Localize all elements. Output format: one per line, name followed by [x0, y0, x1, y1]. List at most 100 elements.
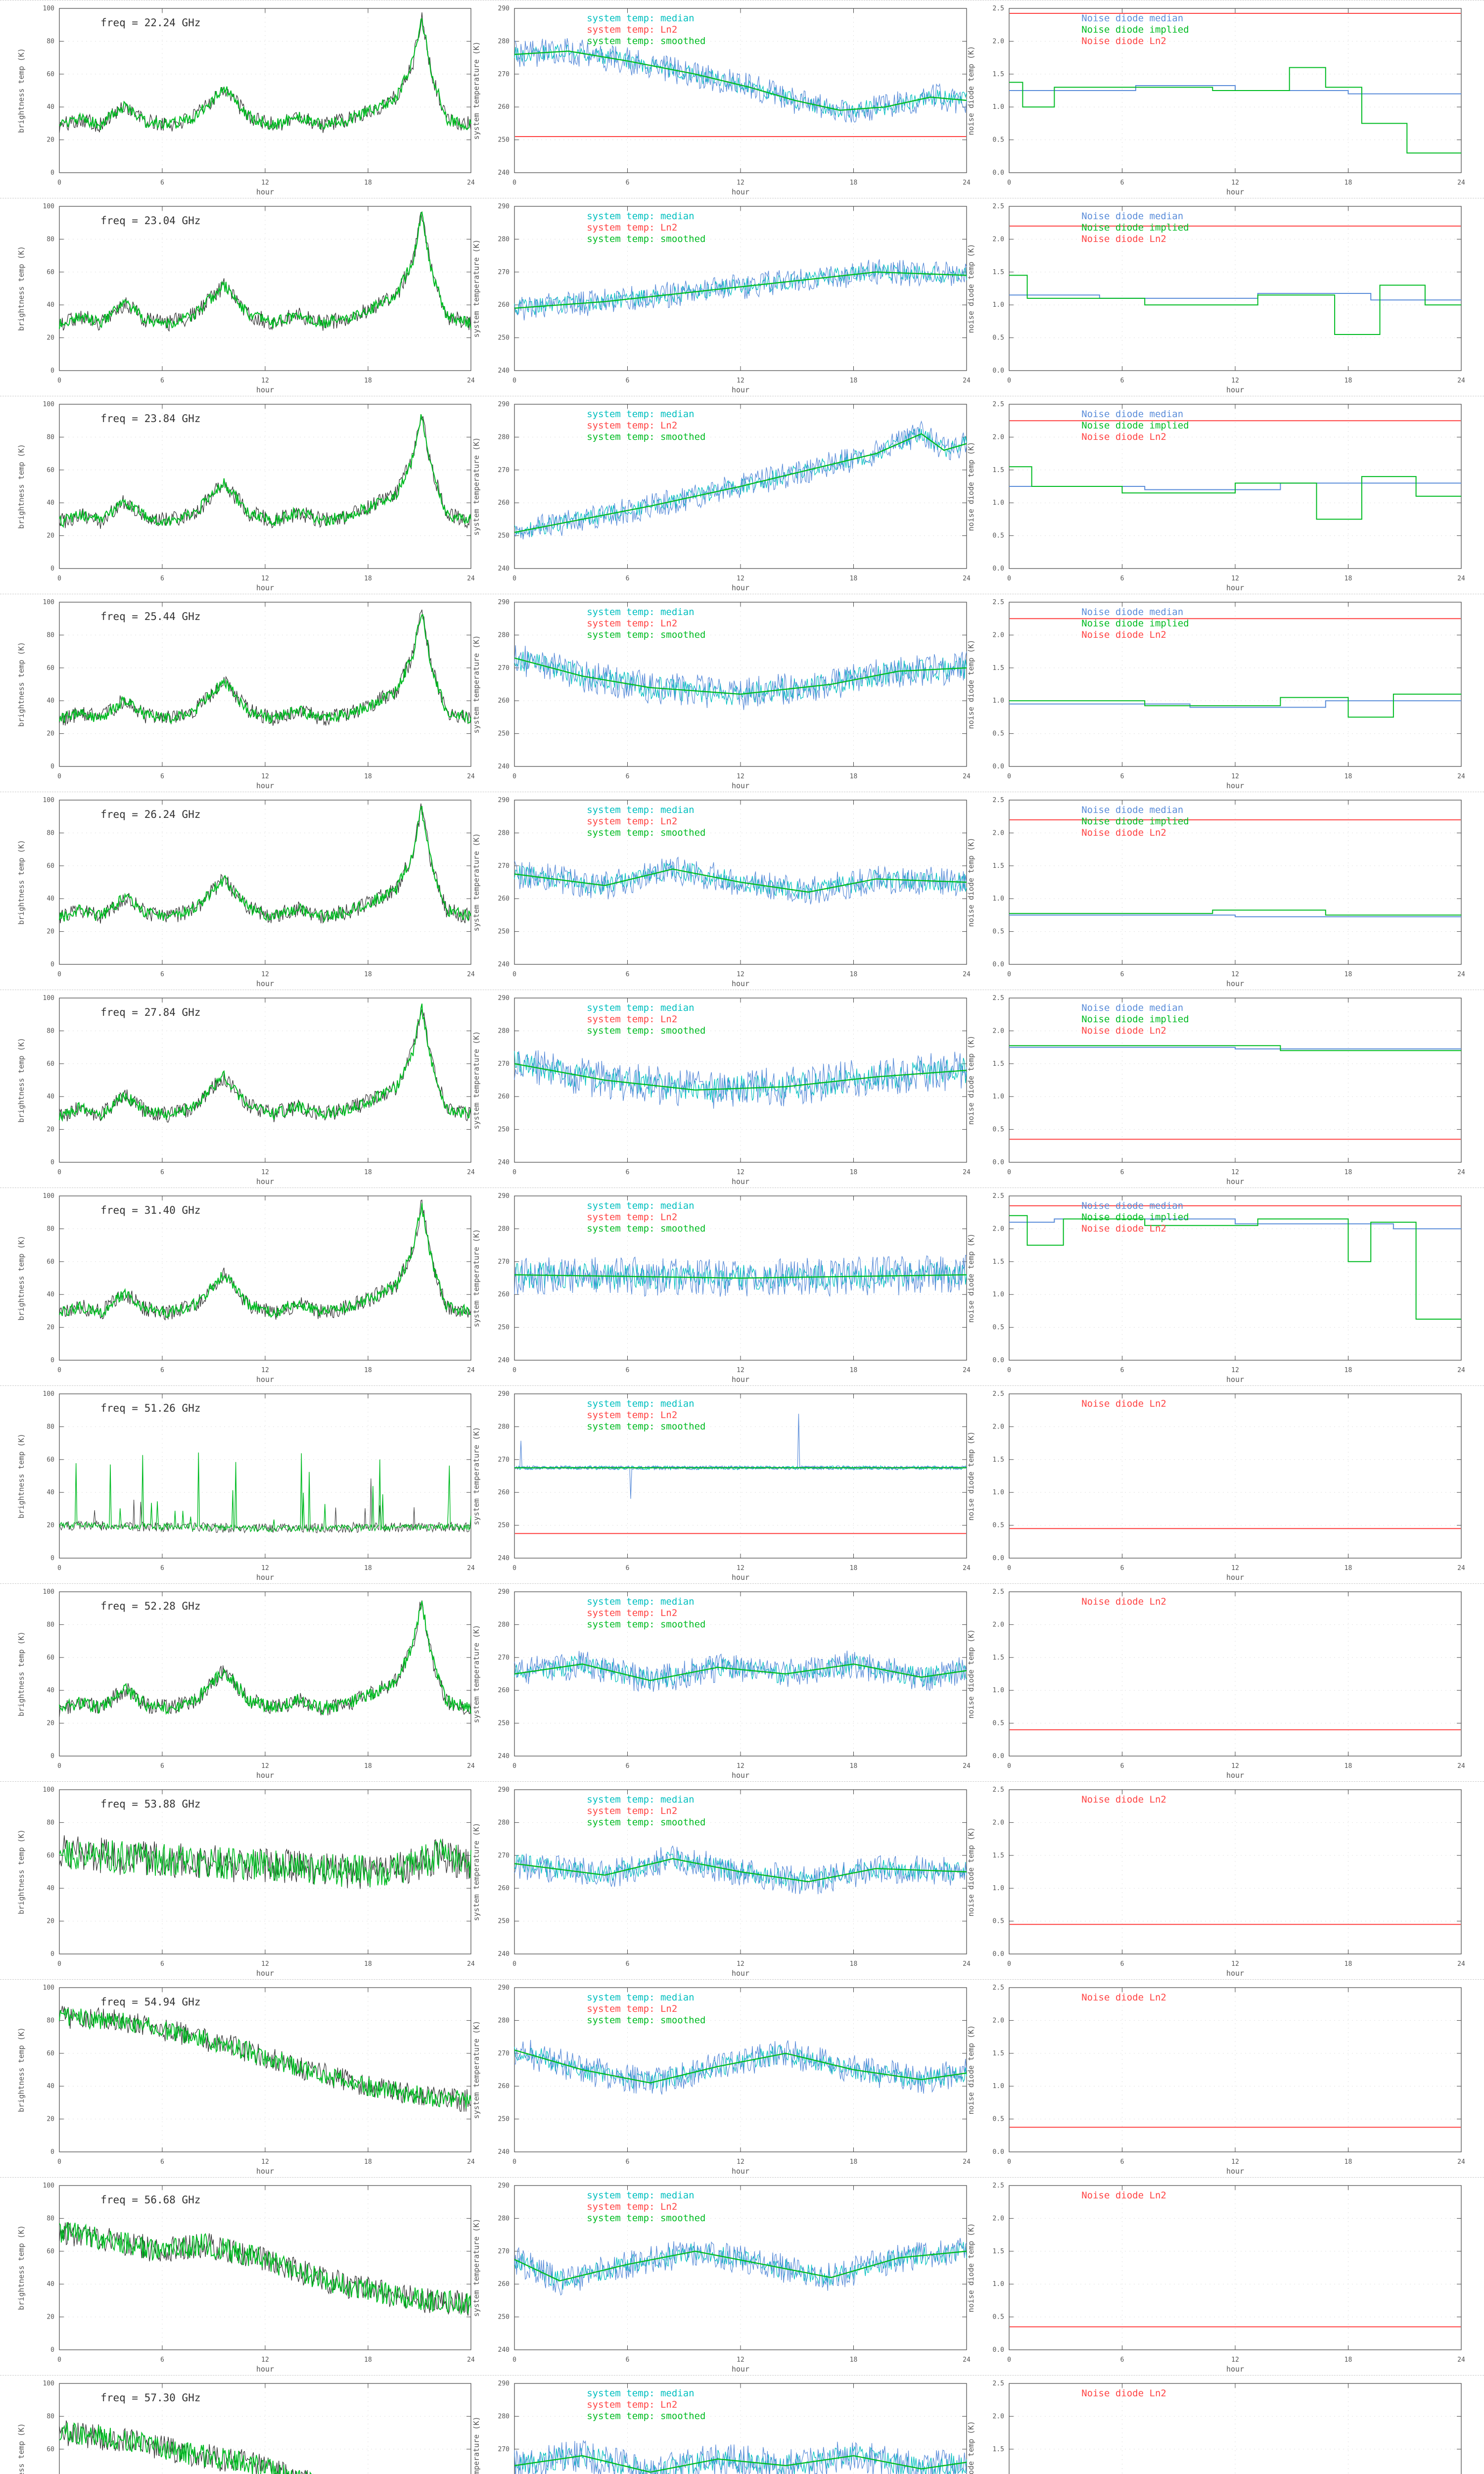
legend-entry: Noise diode implied	[1081, 24, 1189, 35]
x-tick-label: 24	[963, 1565, 971, 1572]
plot-frame	[59, 404, 471, 569]
x-tick-label: 12	[1231, 1169, 1239, 1176]
y-tick-label: 290	[498, 797, 510, 804]
y-tick-label: 40	[46, 1291, 54, 1298]
middle-series-cyan	[514, 862, 967, 900]
legend-entry: Noise diode Ln2	[1081, 2190, 1166, 2201]
y-tick-label: 240	[498, 1159, 510, 1166]
y-tick-label: 290	[498, 2182, 510, 2189]
y-tick-label: 20	[46, 1126, 54, 1134]
x-tick-label: 6	[626, 971, 630, 978]
freq-label: freq = 22.24 GHz	[100, 17, 200, 29]
legend-entry: system temp: smoothed	[587, 1619, 705, 1630]
y-tick-label: 250	[498, 137, 510, 144]
x-tick-label: 18	[364, 1565, 372, 1572]
x-tick-label: 24	[467, 971, 475, 978]
y-tick-label: 290	[498, 1984, 510, 1992]
y-tick-label: 270	[498, 862, 510, 870]
freq-label: freq = 26.24 GHz	[100, 809, 200, 820]
y-axis-label: brightness temp (K)	[17, 840, 26, 925]
x-axis-label: hour	[732, 583, 749, 592]
x-axis-label: hour	[256, 1177, 274, 1186]
middle-plot: 0 6 12 18 24 240 250 260 270 280 290 system tempera…	[472, 995, 971, 1186]
left-plot: 0 6 12 18 24 0 20 40 60 80 100 brightness temp (K) h…	[17, 5, 475, 196]
y-axis-label: system temperature (K)	[472, 1823, 481, 1921]
y-tick-label: 1.0	[993, 1687, 1004, 1694]
x-tick-label: 18	[1345, 179, 1352, 187]
y-tick-label: 260	[498, 301, 510, 309]
legend-entry: system temp: smoothed	[587, 36, 705, 47]
y-tick-label: 60	[46, 269, 54, 276]
left-series-black	[59, 609, 471, 726]
x-tick-label: 24	[963, 1960, 971, 1968]
x-tick-label: 24	[1457, 1367, 1465, 1374]
x-tick-label: 12	[261, 377, 269, 384]
x-axis-label: hour	[732, 1969, 749, 1978]
y-tick-label: 0.0	[993, 565, 1004, 572]
y-tick-label: 40	[46, 301, 54, 309]
legend-entry: system temp: median	[587, 1200, 694, 1211]
plot-frame	[59, 602, 471, 767]
y-tick-label: 1.0	[993, 2083, 1004, 2090]
middle-plot: 0 6 12 18 24 240 250 260 270 280 290 system tempera…	[472, 1588, 971, 1780]
x-tick-label: 0	[57, 1565, 61, 1572]
y-tick-label: 2.0	[993, 433, 1004, 441]
y-tick-label: 290	[498, 5, 510, 12]
x-tick-label: 0	[512, 1762, 516, 1770]
middle-plot: 0 6 12 18 24 240 250 260 270 280 290 system tempera…	[472, 599, 971, 790]
right-series-green	[1009, 693, 1461, 718]
legend-entry: system temp: median	[587, 1992, 694, 2003]
x-tick-label: 18	[1345, 377, 1352, 384]
y-tick-label: 0.0	[993, 763, 1004, 770]
legend-entry: Noise diode Ln2	[1081, 827, 1166, 838]
middle-plot: 0 6 12 18 24 240 250 260 270 280 290 system tempera…	[472, 1390, 971, 1582]
y-axis-label: brightness temp (K)	[17, 48, 26, 133]
x-tick-label: 18	[1345, 1762, 1352, 1770]
middle-series-green	[514, 2049, 967, 2084]
x-axis-label: hour	[732, 1375, 749, 1384]
y-tick-label: 40	[46, 103, 54, 111]
x-tick-label: 24	[963, 179, 971, 187]
right-series-green	[1009, 275, 1461, 335]
x-tick-label: 12	[1231, 1367, 1239, 1374]
x-axis-label: hour	[1226, 1375, 1244, 1384]
middle-series-blue	[514, 1050, 967, 1109]
left-plot: 0 6 12 18 24 0 20 40 60 80 100 brightness temp (K) h…	[17, 995, 475, 1186]
y-tick-label: 280	[498, 38, 510, 45]
y-tick-label: 1.0	[993, 301, 1004, 309]
x-tick-label: 18	[1345, 2356, 1352, 2364]
x-axis-label: hour	[732, 1177, 749, 1186]
right-plot: 0 6 12 18 24 0.0 0.5 1.0 1.5 2.0 2.5 noise diode te…	[967, 1786, 1465, 1978]
left-plot: 0 6 12 18 24 0 20 40 60 80 100 brightness temp (K) h…	[17, 1984, 475, 2176]
y-tick-label: 240	[498, 2148, 510, 2156]
y-tick-label: 2.5	[993, 203, 1004, 210]
x-tick-label: 6	[626, 2158, 630, 2166]
y-tick-label: 250	[498, 532, 510, 540]
right-series-green	[1009, 1215, 1461, 1320]
x-tick-label: 6	[160, 179, 164, 187]
y-tick-label: 0	[50, 169, 54, 177]
x-tick-label: 0	[57, 1169, 61, 1176]
middle-series-cyan	[514, 1262, 967, 1290]
y-tick-label: 270	[498, 1852, 510, 1859]
y-tick-label: 1.5	[993, 862, 1004, 870]
y-tick-label: 40	[46, 1489, 54, 1496]
left-series-black	[59, 1835, 471, 1889]
y-tick-label: 280	[498, 1423, 510, 1430]
x-axis-label: hour	[732, 2167, 749, 2176]
x-tick-label: 6	[1120, 1169, 1124, 1176]
x-tick-label: 0	[1007, 1169, 1011, 1176]
x-tick-label: 24	[467, 1367, 475, 1374]
y-tick-label: 40	[46, 2083, 54, 2090]
y-axis-label: noise diode temp (K)	[967, 2223, 975, 2313]
left-series-green	[59, 1838, 471, 1888]
middle-series-green	[514, 1063, 967, 1091]
plot-frame	[59, 1591, 471, 1757]
y-tick-label: 0	[50, 1951, 54, 1958]
x-axis-label: hour	[1226, 1177, 1244, 1186]
y-tick-label: 0	[50, 961, 54, 968]
x-tick-label: 24	[963, 575, 971, 582]
y-tick-label: 270	[498, 71, 510, 78]
